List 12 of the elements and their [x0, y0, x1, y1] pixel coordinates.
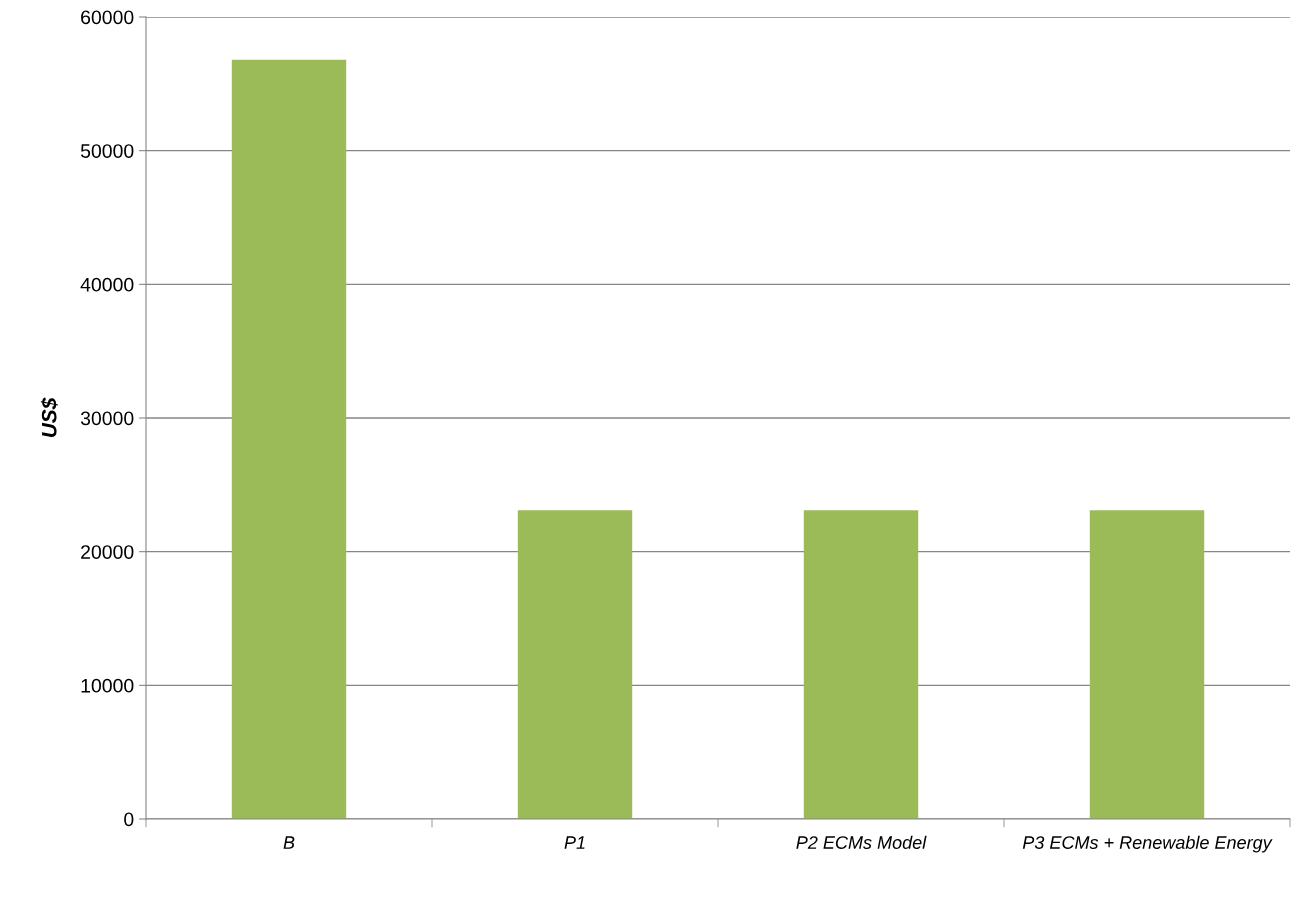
- x-tick-label: P1: [564, 836, 585, 849]
- x-tick-label: P2 ECMs Model: [796, 835, 927, 849]
- x-tick-label: B: [283, 836, 295, 849]
- y-tick-label: 30000: [80, 411, 134, 426]
- y-tick-label: 10000: [81, 678, 134, 693]
- y-tick-label: 20000: [81, 545, 134, 559]
- y-axis-title: US$: [40, 397, 58, 438]
- y-tick-label: 0: [124, 812, 134, 827]
- x-tick-label: P3 ECMs + Renewable Energy: [1022, 835, 1273, 853]
- y-tick-label: 60000: [81, 10, 134, 25]
- y-tick-label: 50000: [80, 144, 134, 158]
- y-tick-label: 40000: [80, 277, 134, 292]
